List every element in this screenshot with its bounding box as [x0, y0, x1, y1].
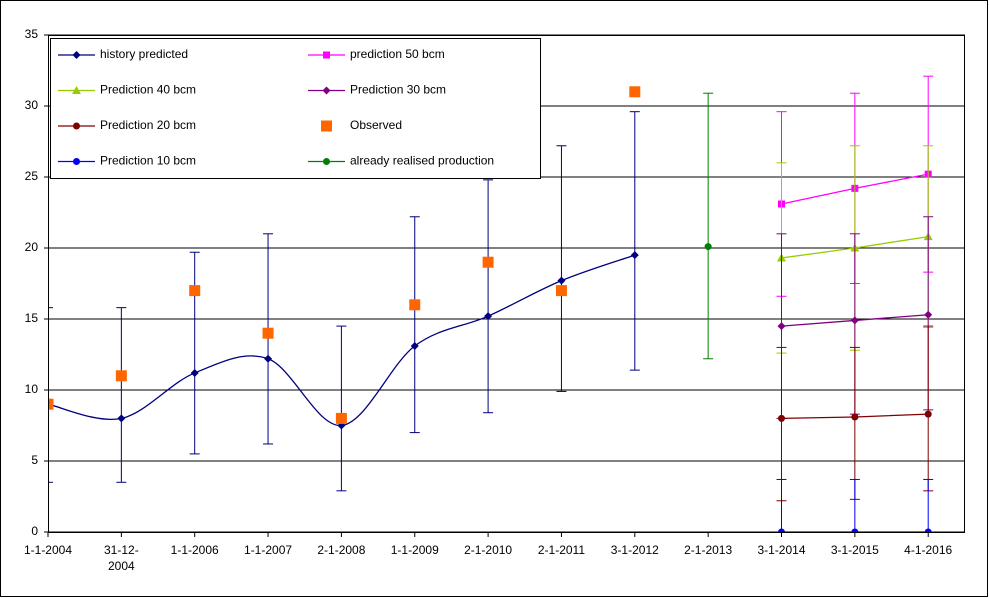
marker	[323, 51, 330, 59]
legend-label: Prediction 10 bcm	[100, 154, 196, 168]
marker	[72, 51, 81, 59]
marker	[335, 412, 347, 424]
x-tick-label: 2-1-2011	[537, 543, 586, 557]
y-tick-label: 25	[25, 169, 39, 183]
marker	[264, 354, 273, 363]
x-tick-label: 4-1-2016	[904, 543, 953, 557]
y-tick-label: 30	[25, 98, 39, 112]
marker	[924, 310, 933, 319]
marker	[73, 122, 80, 130]
marker	[850, 316, 859, 325]
marker	[555, 285, 567, 297]
marker	[322, 86, 331, 95]
legend-box	[50, 38, 541, 179]
x-tick-label: 2-1-2013	[684, 543, 733, 557]
marker	[323, 158, 330, 165]
legend-label: Prediction 40 bcm	[100, 83, 196, 97]
marker	[410, 341, 419, 350]
marker	[704, 243, 712, 251]
legend-label: Prediction 20 bcm	[100, 118, 196, 132]
marker	[190, 368, 199, 377]
plot-frame	[48, 35, 965, 533]
y-tick-label: 35	[25, 27, 39, 41]
marker	[777, 322, 786, 331]
marker	[924, 410, 932, 418]
x-tick-label: 1-1-2006	[170, 543, 219, 557]
marker	[484, 312, 493, 321]
marker	[778, 528, 785, 532]
y-tick-label: 15	[25, 311, 39, 325]
marker	[924, 528, 932, 532]
marker	[189, 285, 201, 297]
marker	[115, 370, 127, 382]
marker	[778, 414, 785, 422]
x-tick-label: 3-1-2012	[610, 543, 659, 557]
marker	[409, 299, 421, 311]
marker	[73, 158, 80, 165]
marker	[48, 398, 54, 410]
x-tick-label: 1-1-2004	[23, 543, 73, 557]
legend-label: Observed	[350, 118, 402, 132]
marker	[482, 256, 494, 268]
x-tick-label: 3-1-2015	[830, 543, 879, 557]
marker	[72, 86, 81, 94]
x-tick-label: 1-1-2007	[244, 543, 293, 557]
x-tick-label: 1-1-2009	[390, 543, 439, 557]
marker	[117, 414, 126, 423]
marker	[262, 327, 274, 339]
y-tick-label: 0	[31, 524, 38, 538]
legend-label: Prediction 30 bcm	[350, 83, 446, 97]
x-tick-label: 31-12-2004	[104, 543, 139, 573]
y-tick-label: 10	[25, 382, 39, 396]
y-tick-label: 5	[31, 453, 38, 467]
x-tick-label: 2-1-2010	[464, 543, 513, 557]
marker	[630, 251, 639, 260]
legend-label: history predicted	[100, 47, 188, 61]
marker	[557, 276, 566, 285]
marker	[629, 86, 641, 98]
legend-label: prediction 50 bcm	[350, 47, 445, 61]
marker	[851, 413, 859, 421]
x-tick-label: 3-1-2014	[757, 543, 806, 557]
marker	[321, 120, 332, 132]
y-tick-label: 20	[25, 240, 39, 254]
marker	[851, 528, 859, 532]
x-tick-label: 2-1-2008	[317, 543, 366, 557]
legend-label: already realised production	[350, 154, 494, 168]
